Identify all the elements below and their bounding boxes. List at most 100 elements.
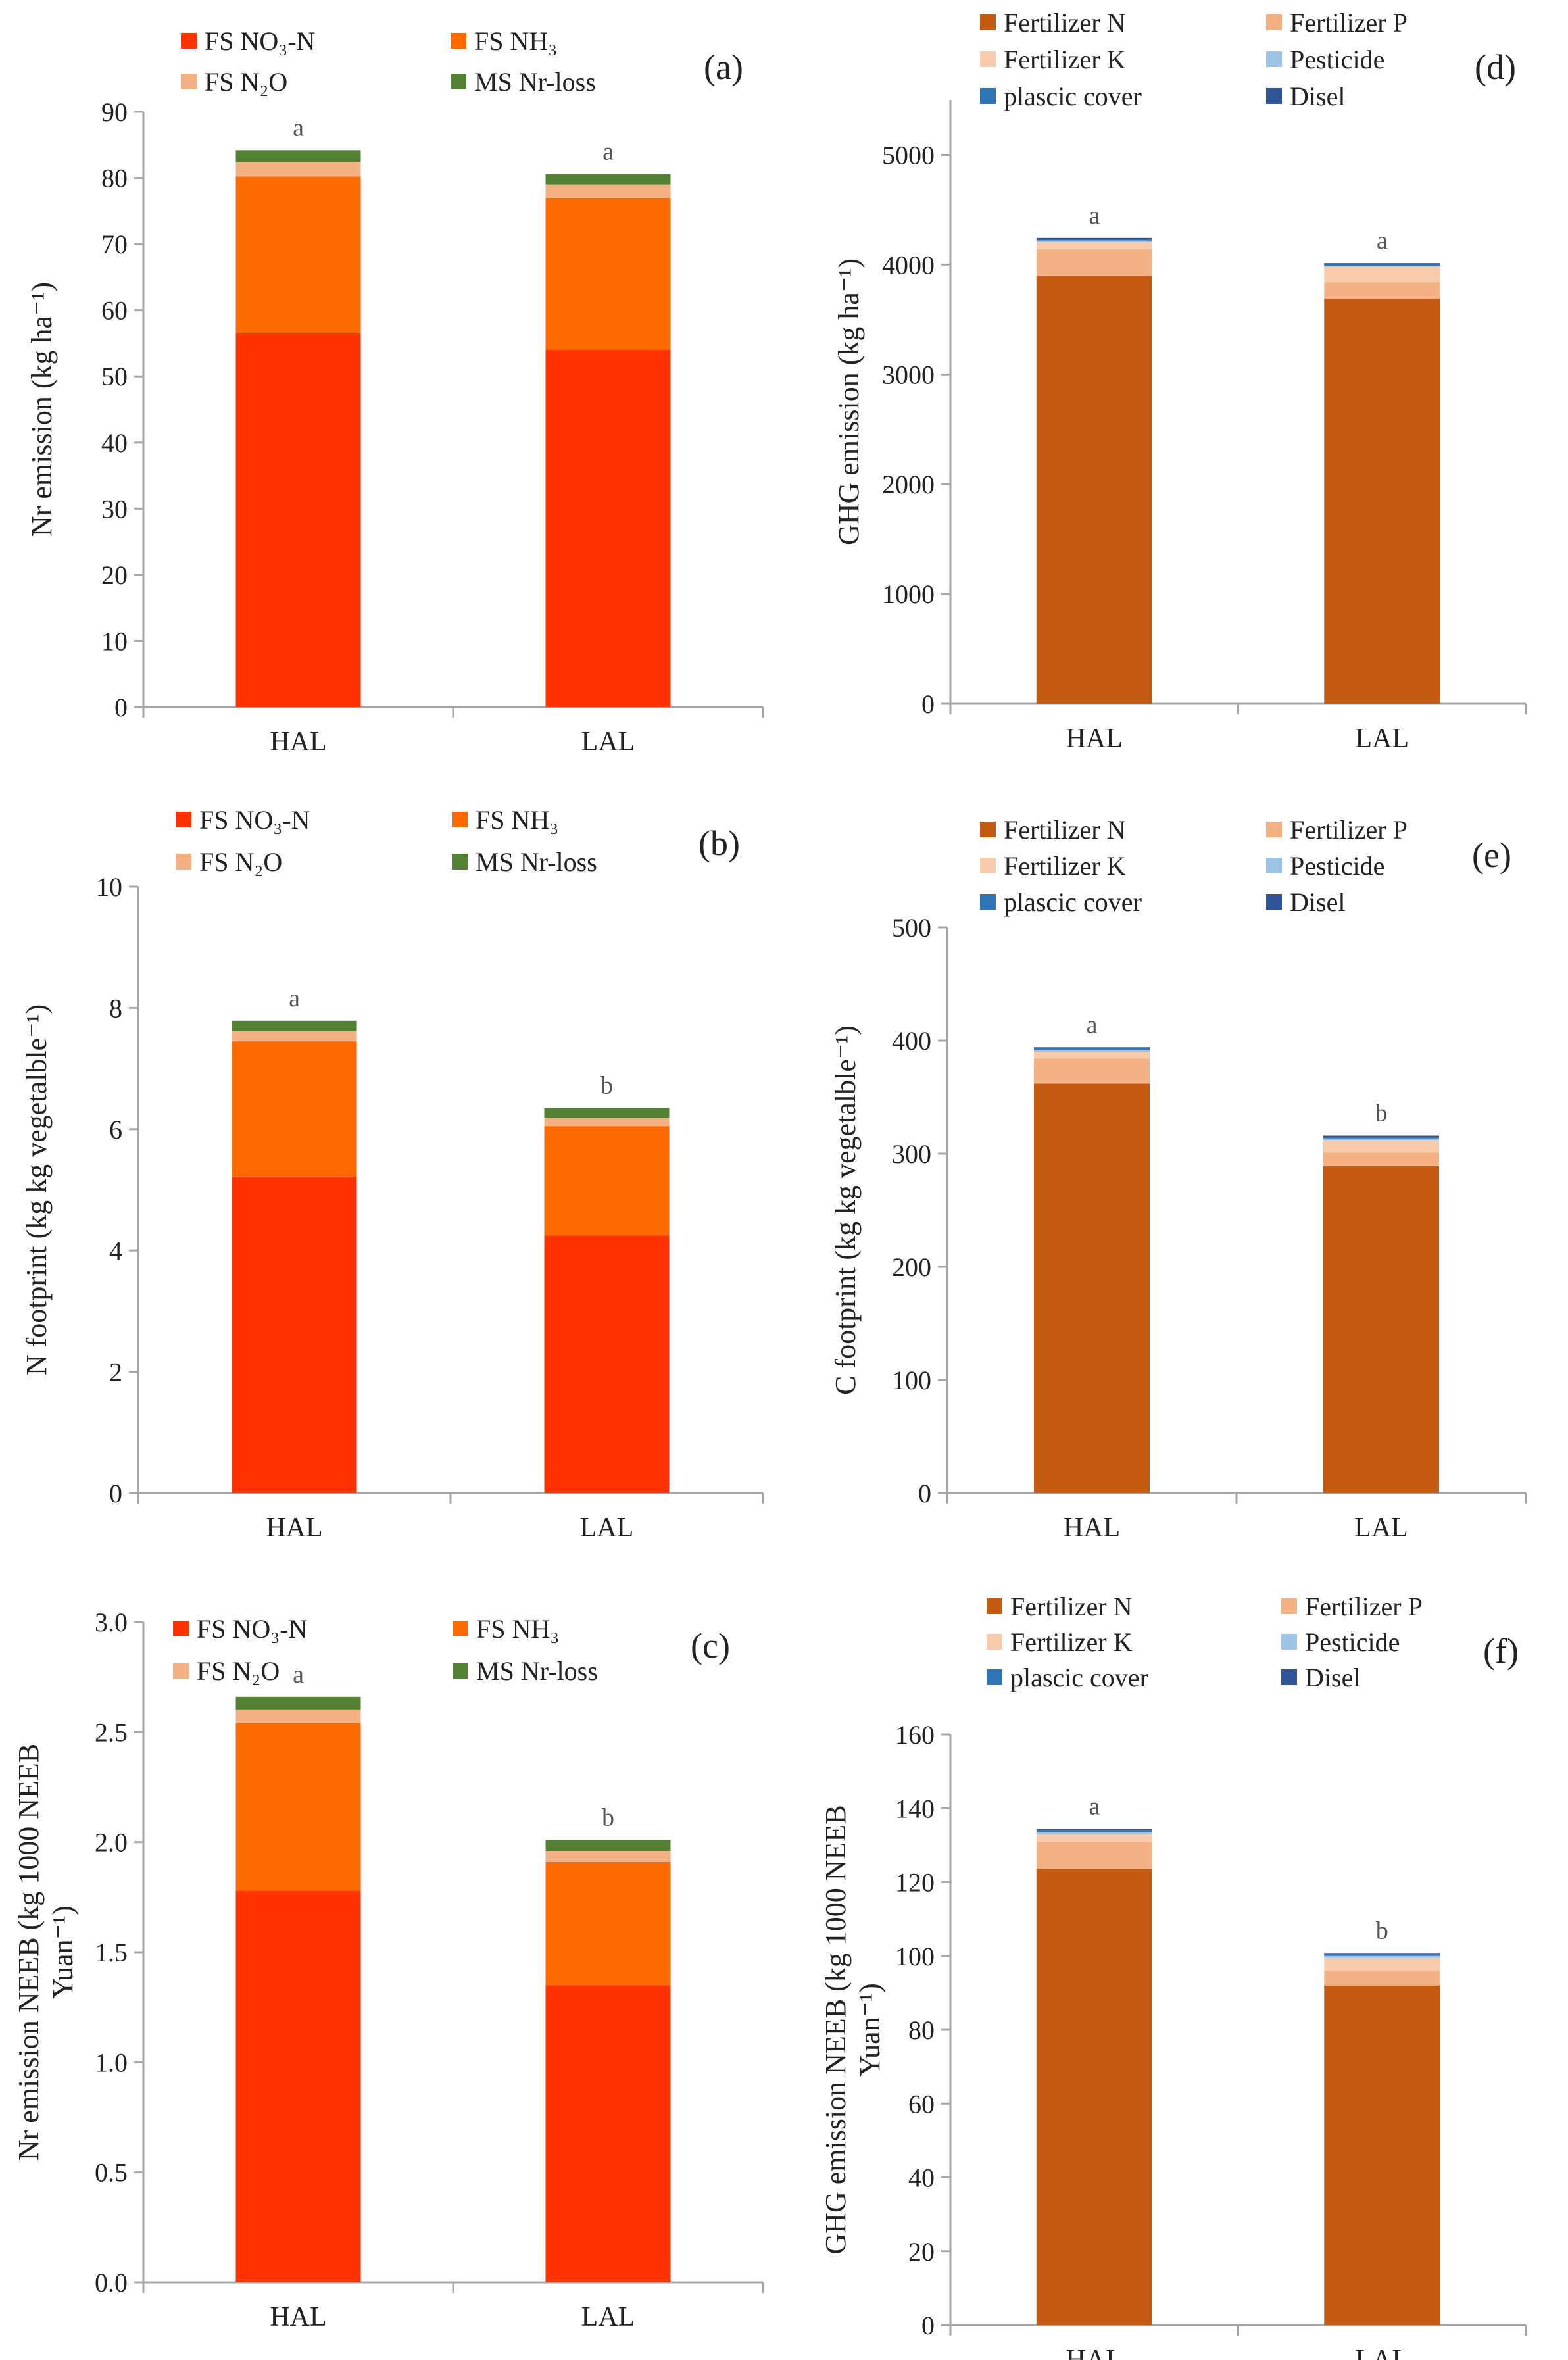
- legend-label: plascic cover: [1004, 82, 1142, 111]
- y-tick-label: 40: [101, 428, 128, 458]
- panel-tag: (c): [691, 1626, 730, 1665]
- bar-segment-ms-nr-loss-lal: [545, 1840, 671, 1852]
- bar-segment-fs-no3-n-lal: [545, 1985, 671, 2282]
- legend-label: FS N₂O: [197, 1656, 280, 1686]
- legend-swatch: [980, 894, 996, 910]
- bar-segment-pesticide-lal: [1324, 266, 1440, 267]
- bar-segment-fertilizer-p-hal: [1034, 1058, 1150, 1084]
- legend-swatch: [980, 822, 996, 837]
- panel-tag: (a): [704, 47, 743, 87]
- bar-segment-fertilizer-n-hal: [1034, 1083, 1150, 1493]
- legend-swatch: [980, 51, 996, 67]
- y-tick-label: 120: [895, 1868, 935, 1898]
- bar-segment-pesticide-hal: [1036, 1832, 1152, 1834]
- y-tick-label: 1.0: [95, 2048, 128, 2077]
- bar-segment-disel-hal: [1034, 1047, 1150, 1049]
- legend-label: Fertilizer N: [1004, 815, 1126, 845]
- y-tick-label: 60: [908, 2089, 935, 2119]
- y-tick-label: 40: [908, 2163, 935, 2193]
- legend-swatch: [1266, 858, 1282, 873]
- legend-label: Fertilizer K: [1010, 1627, 1133, 1657]
- y-tick-label: 30: [101, 494, 128, 524]
- bar-segment-fertilizer-n-lal: [1324, 299, 1440, 704]
- legend-label: Pesticide: [1290, 851, 1384, 881]
- y-tick-label: 0: [109, 1479, 122, 1508]
- legend-label: Fertilizer P: [1305, 1592, 1423, 1621]
- bar-segment-fertilizer-k-lal: [1324, 266, 1440, 283]
- bar-segment-fs-no3-n-lal: [544, 1235, 670, 1493]
- x-category-label: HAL: [1064, 1513, 1120, 1543]
- legend-label: Fertilizer K: [1004, 851, 1126, 881]
- y-tick-label: 6: [109, 1115, 122, 1144]
- x-category-label: LAL: [580, 1513, 634, 1543]
- y-tick-label: 200: [892, 1252, 931, 1282]
- legend-swatch: [1266, 894, 1282, 910]
- bar-segment-disel-lal: [1324, 1953, 1440, 1954]
- bar-segment-ms-nr-loss-lal: [544, 1108, 670, 1118]
- bar-segment-fertilizer-p-lal: [1324, 1971, 1440, 1986]
- bar-segment-fertilizer-k-hal: [1034, 1052, 1150, 1059]
- y-tick-label: 8: [109, 993, 122, 1023]
- y-tick-label: 3.0: [95, 1608, 128, 1637]
- bar-segment-fs-n2o-hal: [235, 162, 361, 177]
- legend-label: FS NH₃: [476, 1614, 559, 1644]
- legend-label: plascic cover: [1010, 1663, 1148, 1692]
- y-tick-label: 2.0: [95, 1828, 128, 1857]
- legend-swatch: [176, 854, 191, 870]
- bar-segment-fertilizer-k-hal: [1036, 1834, 1152, 1842]
- significance-label: b: [602, 1804, 614, 1831]
- significance-label: a: [602, 138, 614, 166]
- y-tick-label: 0.5: [95, 2158, 128, 2188]
- x-category-label: HAL: [1066, 2345, 1123, 2360]
- y-tick-label: 4000: [882, 250, 935, 280]
- x-category-label: LAL: [581, 2302, 635, 2332]
- significance-label: b: [1375, 1099, 1388, 1127]
- bar-segment-fertilizer-n-hal: [1036, 276, 1152, 704]
- chart-panel-b: 0 2 4 6 8 10 a HAL b LAL N footprint (kg kg vegeta…: [20, 805, 764, 1543]
- x-category-label: HAL: [270, 2302, 326, 2332]
- significance-label: b: [1376, 1917, 1388, 1944]
- legend-swatch: [181, 33, 197, 49]
- legend-swatch: [980, 88, 996, 104]
- bar-segment-fertilizer-k-hal: [1036, 242, 1152, 249]
- y-tick-label: 0: [921, 2311, 935, 2340]
- legend-label: Fertilizer N: [1004, 8, 1126, 37]
- legend-label: FS NO₃-N: [199, 805, 310, 835]
- bar-segment-plascic-cover-lal: [1324, 264, 1440, 266]
- significance-label: a: [1089, 202, 1100, 230]
- legend-label: Pesticide: [1305, 1627, 1400, 1657]
- bar-segment-fs-n2o-lal: [545, 1851, 671, 1862]
- bar-segment-disel-hal: [1036, 1829, 1152, 1831]
- y-tick-label: 140: [895, 1794, 935, 1823]
- x-category-label: LAL: [1355, 2345, 1409, 2360]
- chart-panel-a: 0 10 20 30 40 50 60 70 80 90 a HAL a LAL Nr emission (…: [26, 26, 764, 757]
- legend-label: Disel: [1305, 1663, 1360, 1692]
- y-tick-label: 70: [101, 230, 128, 259]
- chart-panel-f: 0 20 40 60 80 100 120 140 160 a HAL b LAL GHG emissio…: [820, 1592, 1527, 2360]
- bar-segment-fertilizer-n-lal: [1324, 1985, 1440, 2325]
- y-tick-label: 500: [892, 913, 931, 943]
- significance-label: a: [293, 114, 304, 141]
- x-category-label: HAL: [266, 1513, 322, 1543]
- legend-label: FS NO₃-N: [197, 1614, 307, 1644]
- bar-segment-fertilizer-n-lal: [1323, 1166, 1439, 1493]
- legend-swatch: [987, 1634, 1002, 1650]
- bar-segment-fertilizer-p-hal: [1036, 1841, 1152, 1869]
- legend-label: MS Nr-loss: [476, 847, 597, 877]
- bar-segment-plascic-cover-lal: [1323, 1137, 1439, 1139]
- legend-swatch: [451, 74, 466, 89]
- bar-segment-fertilizer-p-lal: [1324, 282, 1440, 299]
- y-axis-title: GHG emission (kg ha⁻¹): [833, 258, 865, 545]
- legend-label: Fertilizer K: [1004, 45, 1126, 74]
- legend-swatch: [452, 854, 468, 870]
- legend-swatch: [453, 1621, 468, 1636]
- bar-segment-fertilizer-k-lal: [1323, 1140, 1439, 1153]
- y-tick-label: 100: [892, 1365, 931, 1395]
- y-tick-label: 2: [109, 1358, 122, 1387]
- y-tick-label: 5000: [882, 140, 935, 170]
- bar-segment-fertilizer-n-hal: [1036, 1869, 1152, 2325]
- y-tick-label: 60: [101, 296, 128, 326]
- legend-label: MS Nr-loss: [476, 1656, 598, 1686]
